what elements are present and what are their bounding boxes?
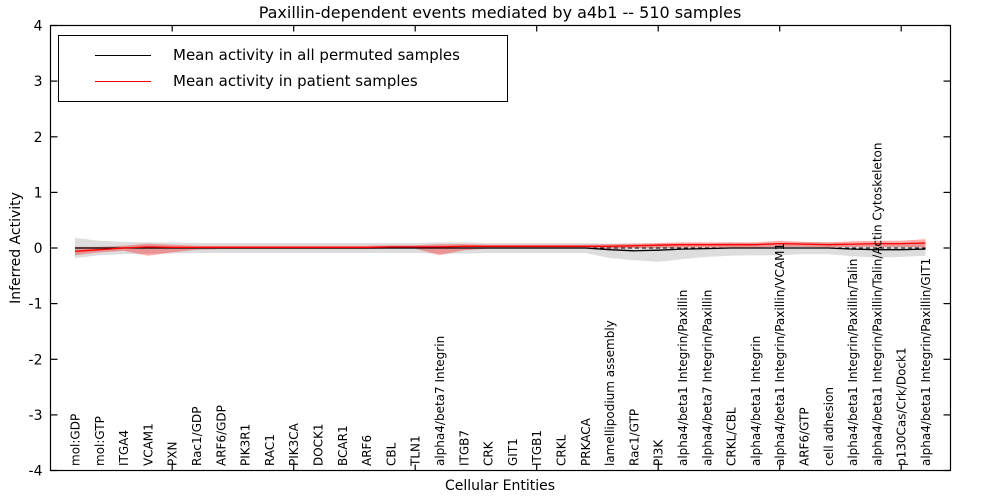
x-tick-label: PXN: [166, 442, 180, 466]
x-tick-label: Rac1/GTP: [627, 409, 641, 466]
x-tick-label: alpha4/beta1 Integrin/Paxillin/Talin: [846, 259, 860, 466]
y-tick-label: 0: [34, 241, 43, 257]
patient-mean-line: [74, 242, 926, 252]
patient-line-swatch: [95, 80, 151, 82]
x-tick-label: PIK3CA: [287, 422, 301, 466]
x-tick-label: mol:GTP: [93, 416, 107, 466]
chart-title: Paxillin-dependent events mediated by a4…: [258, 3, 742, 22]
x-tick-label: alpha4/beta1 Integrin/Paxillin: [676, 290, 690, 466]
x-tick-label: ARF6/GDP: [214, 405, 228, 466]
x-tick-label: RAC1: [263, 434, 277, 466]
x-tick-label: TLN1: [409, 435, 423, 467]
legend-label-patient: Mean activity in patient samples: [173, 72, 418, 90]
x-tick-label: CRK: [482, 440, 496, 466]
confidence-bands: [75, 238, 926, 262]
axis-tick-labels: -4 -3 -2 -1 0 1 2 3 4 mol:GDP mol:GTP ITGA4 VCAM1 PXN…: [29, 19, 933, 480]
x-tick-label: ITGA4: [117, 430, 131, 466]
x-tick-label: CBL: [384, 442, 398, 466]
y-tick-label: -2: [29, 352, 43, 368]
y-tick-label: 3: [34, 74, 43, 90]
y-tick-label: -4: [29, 464, 43, 480]
y-tick-label: -3: [29, 408, 43, 424]
y-tick-label: -1: [29, 297, 43, 313]
x-tick-label: VCAM1: [141, 423, 155, 466]
x-tick-label: ARF6/GTP: [798, 407, 812, 466]
x-tick-label: p130Cas/Crk/Dock1: [895, 347, 909, 466]
x-tick-label: ITGB1: [530, 430, 544, 466]
legend-entry-permuted: Mean activity in all permuted samples: [59, 42, 507, 68]
x-tick-label: lamellipodium assembly: [603, 320, 617, 466]
permuted-samples-range-band: [75, 238, 926, 262]
legend-label-permuted: Mean activity in all permuted samples: [173, 46, 460, 64]
x-tick-label: mol:GDP: [69, 414, 83, 466]
x-tick-label: PI3K: [652, 439, 666, 466]
legend-box: Mean activity in all permuted samples Me…: [58, 35, 508, 102]
x-tick-label: alpha4/beta1 Integrin/Paxillin/VCAM1: [773, 243, 787, 466]
x-tick-label: PRKACA: [579, 417, 593, 466]
x-tick-label: cell adhesion: [822, 387, 836, 466]
x-tick-label: GIT1: [506, 438, 520, 466]
x-tick-label: alpha4/beta1 Integrin/Paxillin/GIT1: [919, 258, 933, 466]
x-tick-label: DOCK1: [312, 423, 326, 466]
x-tick-label: CRKL/CBL: [725, 407, 739, 466]
x-tick-label: alpha4/beta7 Integrin/Paxillin: [700, 290, 714, 466]
x-tick-label: ITGB7: [457, 430, 471, 466]
x-tick-label: Rac1/GDP: [190, 407, 204, 466]
axis-ticks: [50, 24, 951, 472]
series-lines: [74, 242, 926, 252]
legend-entry-patient: Mean activity in patient samples: [59, 68, 507, 94]
y-tick-label: 2: [34, 130, 43, 146]
y-tick-label: 1: [34, 185, 43, 201]
x-tick-label: ARF6: [360, 435, 374, 466]
x-tick-label: alpha4/beta1 Integrin: [749, 336, 763, 466]
x-tick-label: CRKL: [555, 434, 569, 466]
permuted-line-swatch: [95, 54, 151, 56]
x-tick-label: PIK3R1: [239, 424, 253, 466]
x-tick-label: alpha4/beta1 Integrin/Paxillin/Talin/Act…: [870, 143, 884, 466]
x-tick-label: alpha4/beta7 Integrin: [433, 336, 447, 466]
y-tick-label: 4: [34, 19, 43, 35]
x-tick-label: BCAR1: [336, 425, 350, 466]
x-axis-label: Cellular Entities: [444, 478, 556, 494]
